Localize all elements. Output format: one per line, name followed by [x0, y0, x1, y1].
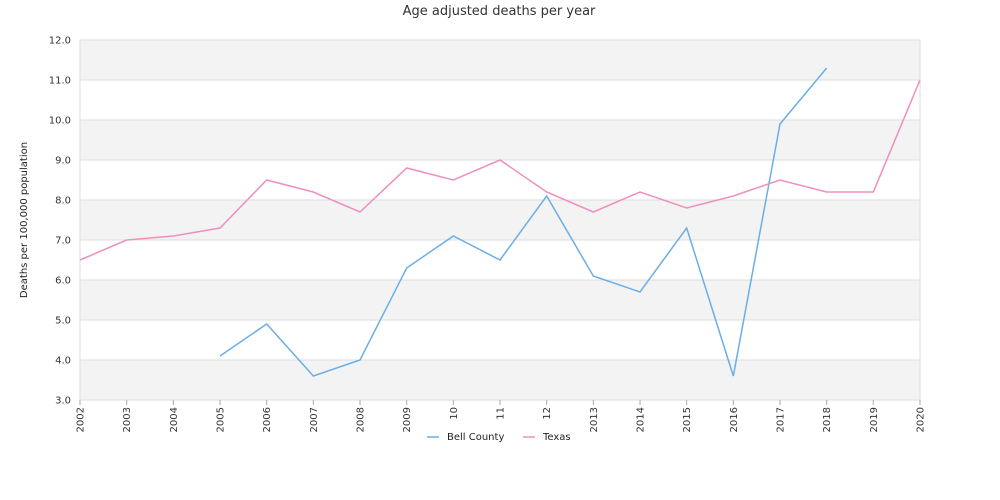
band-6 — [80, 120, 920, 160]
x-tick-label: 11 — [496, 407, 507, 420]
x-tick-label: 2003 — [122, 407, 133, 432]
band-2 — [80, 280, 920, 320]
x-tick-label: 2008 — [356, 407, 367, 432]
x-axis-ticks: 2002 2003 2004 2005 2006 2007 2008 2009 10 11 12 20… — [76, 400, 927, 432]
x-tick-label: 2004 — [169, 407, 180, 432]
legend-label-0: Bell County — [447, 432, 504, 443]
x-tick-label: 2002 — [76, 407, 87, 432]
x-tick-label: 2006 — [262, 407, 273, 432]
y-tick-label: 12.0 — [49, 36, 71, 47]
band-0 — [80, 360, 920, 400]
y-axis-label: Deaths per 100,000 population — [19, 142, 30, 298]
x-tick-label: 2016 — [729, 407, 740, 432]
y-tick-label: 3.0 — [55, 396, 71, 407]
y-tick-label: 7.0 — [55, 236, 71, 247]
plot-background-bands — [80, 40, 920, 400]
series-lines — [79, 67, 921, 377]
band-4 — [80, 200, 920, 240]
chart-title: Age adjusted deaths per year — [403, 4, 596, 19]
x-tick-label: 2009 — [402, 407, 413, 432]
gridlines — [79, 39, 921, 401]
x-tick-label: 2007 — [309, 407, 320, 432]
x-tick-label: 12 — [542, 407, 553, 420]
x-tick-label: 2005 — [216, 407, 227, 432]
y-tick-label: 10.0 — [49, 116, 71, 127]
y-axis-ticks: 3.0 4.0 5.0 6.0 7.0 8.0 9.0 10.0 11.0 12.0 — [49, 36, 71, 407]
x-tick-label: 2019 — [869, 407, 880, 432]
y-tick-label: 8.0 — [55, 196, 71, 207]
y-tick-label: 6.0 — [55, 276, 71, 287]
y-tick-label: 5.0 — [55, 316, 71, 327]
y-tick-label: 4.0 — [55, 356, 71, 367]
x-tick-label: 2013 — [589, 407, 600, 432]
x-tick-label: 10 — [449, 407, 460, 420]
x-tick-label: 2015 — [682, 407, 693, 432]
y-tick-label: 9.0 — [55, 156, 71, 167]
legend-label-1: Texas — [542, 432, 571, 443]
y-tick-label: 11.0 — [49, 76, 71, 87]
series-line-0 — [219, 67, 828, 377]
x-tick-label: 2017 — [776, 407, 787, 432]
band-8 — [80, 40, 920, 80]
series-line-1 — [79, 79, 921, 261]
legend: Bell County Texas — [427, 432, 571, 443]
x-tick-label: 2014 — [636, 407, 647, 432]
x-tick-label: 2020 — [916, 407, 927, 432]
x-tick-label: 2018 — [822, 407, 833, 432]
